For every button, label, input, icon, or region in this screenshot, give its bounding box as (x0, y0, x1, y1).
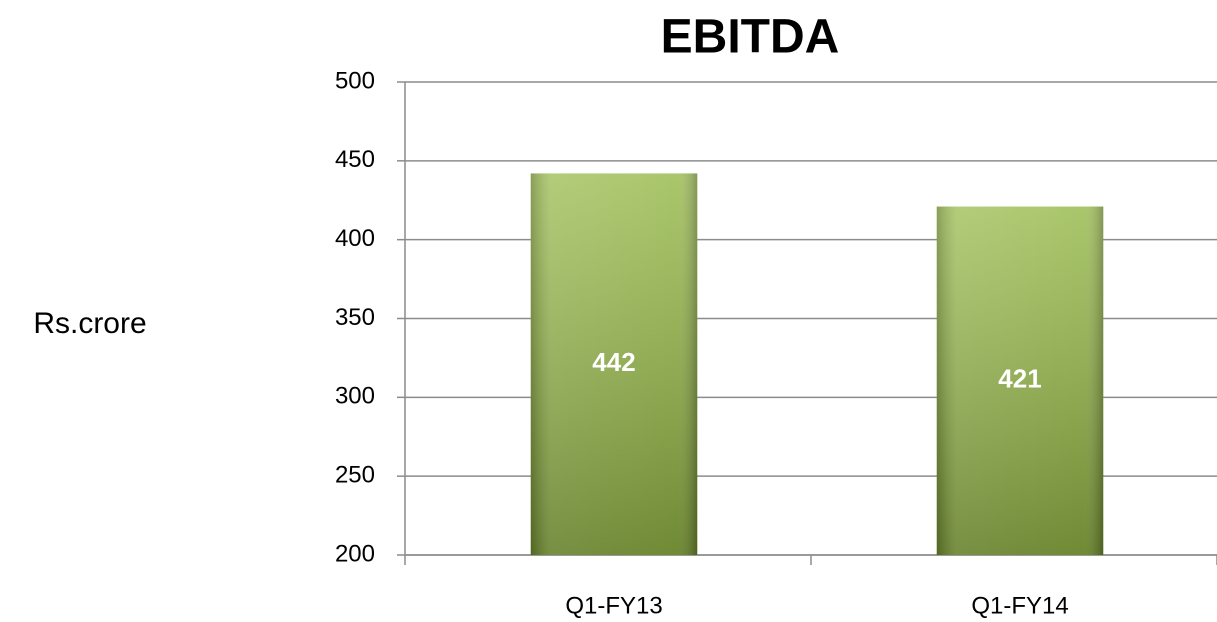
bar-shade (936, 206, 1104, 555)
y-tick-label: 250 (335, 462, 375, 489)
x-tick-label: Q1-FY13 (565, 592, 662, 619)
y-tick-label: 500 (335, 67, 375, 94)
bar-shade (530, 173, 698, 556)
y-axis-label: Rs.crore (33, 307, 146, 340)
y-tick-label: 400 (335, 225, 375, 252)
data-label: 442 (592, 347, 635, 377)
y-tick-label: 350 (335, 304, 375, 331)
data-label: 421 (998, 364, 1041, 394)
y-tick-label: 300 (335, 383, 375, 410)
chart-title: EBITDA (661, 11, 840, 64)
y-tick-label: 200 (335, 540, 375, 567)
y-tick-label: 450 (335, 146, 375, 173)
x-tick-label: Q1-FY14 (971, 592, 1068, 619)
